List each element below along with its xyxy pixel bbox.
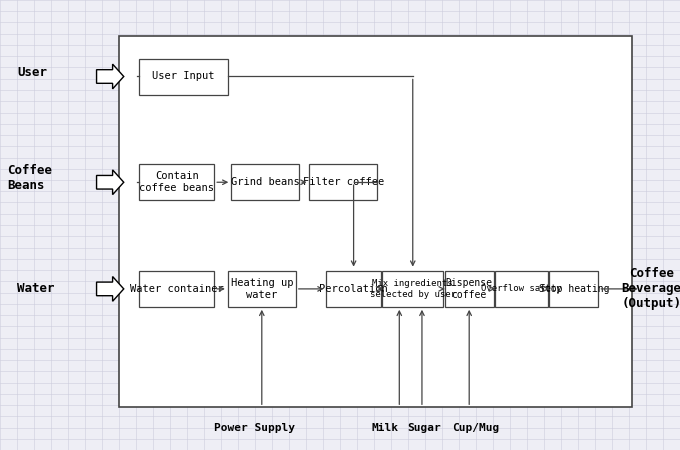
Text: Water: Water bbox=[17, 283, 54, 295]
Bar bbox=[228, 271, 296, 307]
Bar bbox=[495, 271, 548, 307]
Text: User: User bbox=[17, 66, 47, 78]
Text: Overflow safety: Overflow safety bbox=[481, 284, 562, 293]
Polygon shape bbox=[97, 170, 124, 194]
Bar bbox=[119, 36, 632, 407]
Text: Milk: Milk bbox=[371, 423, 398, 433]
Text: Stop heating: Stop heating bbox=[539, 284, 609, 294]
Bar bbox=[139, 164, 214, 200]
Bar bbox=[326, 271, 381, 307]
Text: Water container: Water container bbox=[130, 284, 224, 294]
Text: Dispense
coffee: Dispense coffee bbox=[445, 278, 493, 300]
Text: Coffee
Beverage
(Output): Coffee Beverage (Output) bbox=[622, 267, 680, 310]
Bar bbox=[549, 271, 598, 307]
Bar bbox=[231, 164, 299, 200]
Text: Cup/Mug: Cup/Mug bbox=[452, 423, 500, 433]
Bar bbox=[382, 271, 443, 307]
Bar bbox=[139, 58, 228, 94]
Text: Mix ingredients
selected by user: Mix ingredients selected by user bbox=[370, 279, 456, 299]
Text: User Input: User Input bbox=[152, 72, 215, 81]
Text: Grind beans: Grind beans bbox=[231, 177, 300, 187]
Bar bbox=[309, 164, 377, 200]
Text: Power Supply: Power Supply bbox=[214, 423, 296, 433]
Text: Contain
coffee beans: Contain coffee beans bbox=[139, 171, 214, 193]
Bar bbox=[139, 271, 214, 307]
Bar bbox=[445, 271, 494, 307]
Text: Filter coffee: Filter coffee bbox=[303, 177, 384, 187]
Polygon shape bbox=[97, 276, 124, 302]
Text: Coffee
Beans: Coffee Beans bbox=[7, 164, 52, 192]
Text: Percolation: Percolation bbox=[319, 284, 388, 294]
Polygon shape bbox=[97, 64, 124, 89]
Text: Heating up
water: Heating up water bbox=[231, 278, 293, 300]
Text: Sugar: Sugar bbox=[407, 423, 441, 433]
